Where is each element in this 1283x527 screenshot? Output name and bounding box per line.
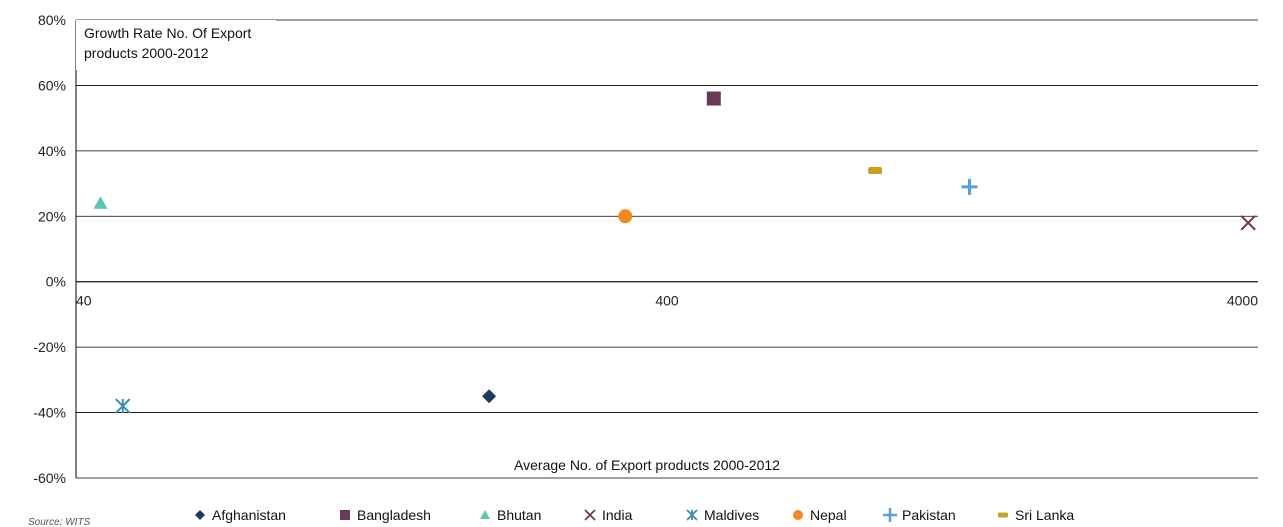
y-tick-label: -40%: [33, 405, 66, 421]
x-axis-label-background: [505, 453, 795, 475]
legend-marker-sri-lanka: [998, 512, 1008, 518]
legend-label-pakistan: Pakistan: [902, 507, 956, 523]
legend-marker-bangladesh: [340, 510, 350, 520]
data-points: [93, 91, 1256, 414]
legend-marker-india: [584, 509, 596, 521]
x-tick-label: 400: [655, 293, 679, 309]
y-axis-tick-labels: -60% -40% -20% 0% 20% 40% 60% 80%: [33, 12, 66, 486]
legend-marker-maldives: [686, 509, 698, 521]
legend-item-sri-lanka: Sri Lanka: [998, 507, 1074, 523]
chart-title-line-1: Growth Rate No. Of Export: [84, 25, 251, 41]
source-note: Source: WITS: [28, 517, 91, 527]
chart-title-line-2: products 2000-2012: [84, 45, 209, 61]
legend-label-sri-lanka: Sri Lanka: [1015, 507, 1074, 523]
x-tick-label: 40: [76, 293, 92, 309]
x-axis-label: Average No. of Export products 2000-2012: [514, 457, 780, 473]
point-afghanistan: [482, 389, 497, 404]
legend-item-afghanistan: Afghanistan: [195, 507, 286, 523]
legend-item-maldives: Maldives: [686, 507, 759, 523]
gridlines: [76, 19, 1258, 479]
legend-item-india: India: [584, 507, 633, 523]
legend-item-bhutan: Bhutan: [480, 507, 541, 523]
legend-label-maldives: Maldives: [704, 507, 759, 523]
y-tick-label: 60%: [38, 77, 66, 93]
legend-marker-afghanistan: [195, 510, 205, 520]
y-tick-label: -20%: [33, 339, 66, 355]
legend-marker-bhutan: [480, 510, 490, 519]
legend-label-bangladesh: Bangladesh: [357, 507, 431, 523]
x-axis-tick-labels: 40 400 4000: [76, 293, 1258, 309]
point-maldives: [115, 398, 131, 414]
legend: Afghanistan Bangladesh Bhutan India Maldives…: [195, 507, 1074, 523]
chart-title-background: [76, 20, 276, 70]
x-tick-label: 4000: [1227, 293, 1258, 309]
point-india-stroke-b: [1240, 215, 1256, 231]
legend-marker-nepal: [793, 510, 803, 520]
legend-label-india: India: [602, 507, 633, 523]
y-tick-label: 80%: [38, 12, 66, 28]
legend-item-bangladesh: Bangladesh: [340, 507, 431, 523]
point-bhutan: [93, 196, 108, 209]
legend-item-nepal: Nepal: [793, 507, 847, 523]
y-tick-label: 40%: [38, 143, 66, 159]
point-sri-lanka: [868, 166, 883, 174]
y-tick-label: 0%: [46, 274, 66, 290]
legend-label-bhutan: Bhutan: [497, 507, 541, 523]
legend-label-nepal: Nepal: [810, 507, 847, 523]
point-india: [1240, 215, 1256, 231]
legend-marker-pakistan: [883, 508, 897, 522]
y-tick-label: 20%: [38, 208, 66, 224]
legend-label-afghanistan: Afghanistan: [212, 507, 286, 523]
point-bangladesh: [706, 91, 721, 106]
point-nepal: [618, 209, 633, 224]
y-tick-label: -60%: [33, 470, 66, 486]
legend-item-pakistan: Pakistan: [883, 507, 956, 523]
point-pakistan: [961, 178, 978, 195]
legend-marker-india-b: [584, 509, 596, 521]
